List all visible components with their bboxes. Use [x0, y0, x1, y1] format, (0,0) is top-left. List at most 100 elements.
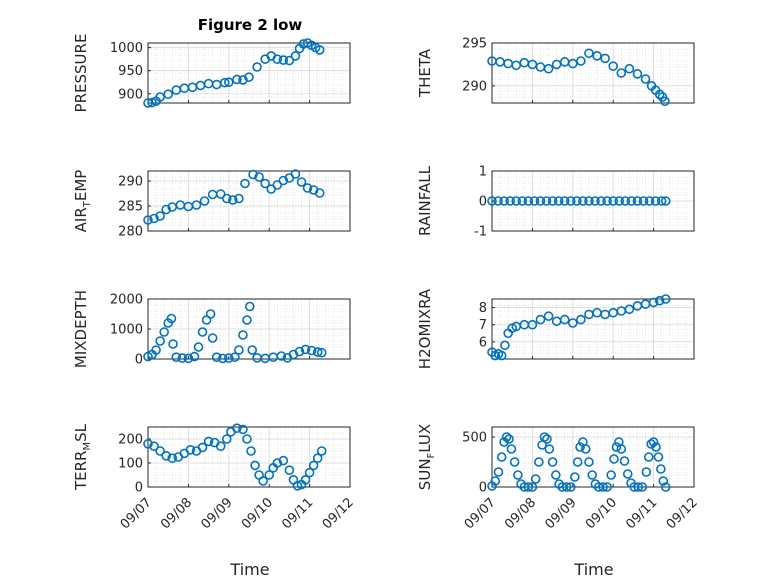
data-point — [543, 311, 554, 321]
data-point — [616, 444, 627, 454]
data-point — [660, 196, 671, 206]
data-point — [228, 195, 238, 205]
axes-box — [491, 42, 695, 104]
data-point — [500, 340, 510, 351]
data-point — [541, 196, 552, 206]
y-tick-label: 0 — [135, 353, 143, 368]
data-point — [535, 196, 546, 206]
data-point — [559, 314, 570, 325]
data-point — [539, 432, 550, 442]
data-point — [211, 352, 222, 363]
data-point — [511, 196, 522, 206]
data-point — [559, 196, 570, 206]
data-point — [248, 169, 258, 180]
data-point — [658, 476, 669, 486]
data-point — [499, 437, 509, 447]
data-point — [608, 196, 619, 206]
data-point — [527, 319, 538, 330]
data-point — [203, 436, 214, 447]
data-point — [632, 69, 643, 79]
data-point — [205, 309, 216, 319]
data-point — [580, 444, 591, 454]
y-tick-label: -1 — [474, 225, 487, 240]
data-point — [561, 482, 572, 492]
axes-box — [491, 170, 695, 232]
data-point — [570, 472, 580, 482]
data-point — [278, 455, 289, 466]
data-point — [177, 353, 188, 363]
x-tick-label: 09/08 — [502, 495, 539, 532]
y-tick-label: 280 — [118, 225, 143, 240]
data-point — [487, 196, 497, 206]
data-point — [254, 172, 264, 182]
data-point — [147, 97, 157, 108]
data-point — [565, 482, 576, 492]
x-axis-label-left: Time — [229, 560, 269, 579]
data-point — [314, 188, 325, 198]
data-point — [644, 196, 655, 206]
data-point — [260, 178, 270, 189]
x-tick-label: 09/08 — [158, 495, 195, 532]
subplot-5: 0 1000 2000 MIXDEPTH — [72, 290, 351, 368]
data-point — [633, 482, 644, 492]
data-point — [183, 353, 194, 364]
y-tick-label: 8 — [479, 301, 487, 316]
data-point — [523, 482, 534, 492]
data-point — [624, 63, 635, 74]
y-axis-label: THETA — [416, 48, 434, 98]
data-point — [572, 457, 583, 467]
subplot-8: 09/07 09/08 09/09 09/10 09/11 09/12 0 500 SUNFLU… — [416, 424, 701, 533]
data-point — [234, 193, 244, 204]
data-point — [496, 452, 507, 462]
data-point — [316, 347, 327, 358]
y-axis-label: TERRMSL — [72, 423, 93, 491]
data-point — [171, 352, 182, 363]
y-axis-label: AIRTEMP — [72, 170, 93, 233]
data-point — [151, 345, 161, 355]
data-point — [637, 482, 648, 492]
data-point — [584, 457, 594, 467]
data-point — [602, 482, 612, 492]
data-point — [653, 452, 664, 462]
x-tick-label: 09/07 — [462, 495, 499, 532]
data-point — [197, 327, 208, 337]
axes-box — [147, 170, 351, 232]
data-point — [246, 446, 256, 456]
data-point — [542, 434, 552, 444]
y-tick-label: 6 — [479, 335, 487, 350]
data-point — [650, 196, 661, 206]
data-point — [238, 330, 248, 340]
data-point — [234, 345, 244, 355]
data-point — [616, 68, 627, 78]
data-point — [300, 474, 311, 485]
data-point — [654, 295, 665, 306]
y-tick-label: 0 — [479, 195, 487, 210]
y-tick-label: 290 — [462, 79, 487, 94]
data-point — [252, 62, 262, 72]
data-point — [292, 480, 303, 491]
data-point — [155, 92, 165, 102]
data-point — [245, 301, 255, 312]
data-point — [143, 215, 153, 225]
data-point — [640, 74, 651, 84]
axes-box — [147, 298, 351, 360]
data-point — [578, 196, 588, 206]
subplot-7: 09/07 09/08 09/09 09/10 09/11 09/12 0 100 200 TER… — [72, 423, 357, 532]
data-point — [530, 474, 541, 484]
data-point — [517, 196, 528, 206]
data-point — [155, 211, 165, 221]
data-point — [493, 196, 503, 206]
y-tick-label: 500 — [462, 431, 487, 446]
x-tick-label: 09/10 — [583, 495, 620, 532]
data-point — [626, 196, 637, 206]
data-point — [191, 200, 202, 210]
data-point — [197, 442, 208, 453]
data-point — [155, 446, 165, 456]
y-tick-label: 1000 — [110, 323, 143, 338]
y-axis-label: RAINFALL — [416, 165, 434, 236]
x-tick-label: 09/09 — [199, 495, 236, 532]
subplot-3: 280 285 290 AIRTEMP — [72, 169, 351, 240]
y-tick-label: 295 — [462, 37, 487, 52]
data-point — [587, 470, 597, 480]
data-point — [611, 442, 622, 452]
